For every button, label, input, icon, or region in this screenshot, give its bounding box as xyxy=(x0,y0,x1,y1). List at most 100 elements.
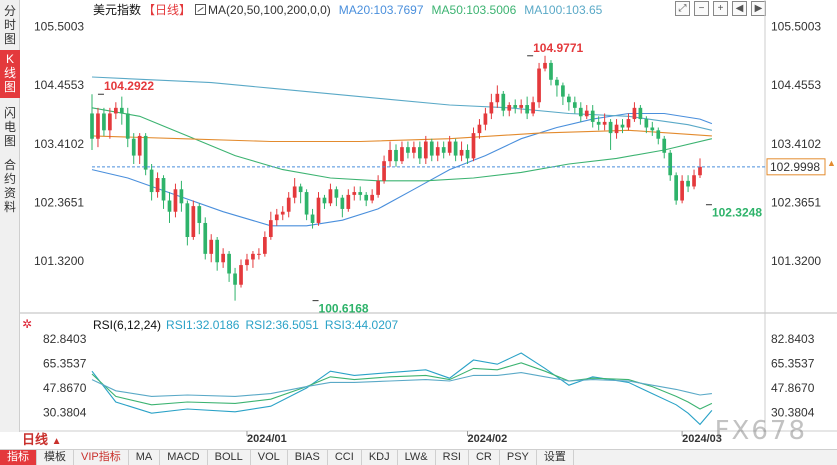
tab-char: 料 xyxy=(3,200,16,214)
candle-body xyxy=(143,135,148,170)
candle-body xyxy=(268,220,273,237)
candle-body xyxy=(179,189,184,204)
tab-flash-chart[interactable]: 闪 电 图 xyxy=(0,104,20,152)
candle-body xyxy=(125,113,130,139)
candle-body xyxy=(417,147,422,159)
candle-body xyxy=(543,62,547,69)
candle-body xyxy=(185,203,190,237)
rsi-settings-icon[interactable]: ✲ xyxy=(22,317,33,331)
indicator-tab-11[interactable]: RSI xyxy=(436,450,469,465)
candle-body xyxy=(161,178,166,201)
maximize-icon[interactable]: ⤢ xyxy=(675,1,690,16)
tab-char: 闪 xyxy=(3,106,16,120)
rsi1-line xyxy=(91,352,713,426)
rsi-tick-left: 65.3537 xyxy=(43,357,87,371)
price-tick-right: 103.4102 xyxy=(771,137,821,151)
candle-body xyxy=(239,265,243,285)
candle-body xyxy=(215,239,220,263)
candle-body xyxy=(632,107,637,120)
candle-body xyxy=(108,113,112,131)
candle-body xyxy=(394,149,398,162)
candle-body xyxy=(137,135,142,156)
candle-body xyxy=(304,192,309,215)
indicator-tab-12[interactable]: CR xyxy=(469,450,500,465)
rsi-tick-left: 30.3804 xyxy=(43,406,87,420)
indicator-tab-1[interactable]: 模板 xyxy=(37,450,74,465)
candle-body xyxy=(453,141,458,156)
period-dropdown[interactable]: 日线 ▲ xyxy=(22,432,62,448)
indicator-tab-5[interactable]: BOLL xyxy=(208,450,251,465)
tab-char: 合 xyxy=(3,158,16,172)
indicator-settings-icon[interactable] xyxy=(195,4,207,15)
rsi-legend: RSI(6,12,24) RSI1:32.0186 RSI2:36.5051 RSI3… xyxy=(93,318,398,332)
candle-body xyxy=(650,127,655,131)
tab-kline[interactable]: K 线 图 xyxy=(0,50,20,98)
plus-icon[interactable]: + xyxy=(713,1,728,16)
candle-body xyxy=(507,105,512,111)
candle-body xyxy=(131,138,136,156)
candle-body xyxy=(400,147,404,162)
move-right-icon[interactable]: ▶ xyxy=(751,1,766,16)
candle-body xyxy=(596,121,601,125)
tab-char: 时 xyxy=(3,18,16,32)
candle-body xyxy=(388,149,392,162)
indicator-tab-2[interactable]: VIP指标 xyxy=(74,450,129,465)
rsi-tick-right: 47.8670 xyxy=(771,381,815,395)
candle-body xyxy=(471,133,476,159)
tab-char: 分 xyxy=(3,4,16,18)
indicator-tab-3[interactable]: MA xyxy=(129,450,161,465)
ma50-value: MA50:103.5006 xyxy=(431,3,517,17)
candle-body xyxy=(477,124,482,134)
candle-body xyxy=(584,110,589,117)
indicator-tab-14[interactable]: 设置 xyxy=(537,450,574,465)
chart-canvas[interactable]: 105.5003 105.5003 104.4553 104.4553 103.4102… xyxy=(0,0,837,449)
rsi-name: RSI(6,12,24) xyxy=(93,318,162,332)
candle-body xyxy=(447,141,452,153)
candle-body xyxy=(90,113,94,139)
tab-contract-info[interactable]: 合 约 资 料 xyxy=(0,156,20,216)
candle-body xyxy=(614,124,619,134)
candle-body xyxy=(167,200,172,212)
indicator-tab-0[interactable]: 指标 xyxy=(0,450,37,465)
candle-body xyxy=(537,68,541,103)
candle-body xyxy=(197,206,202,223)
price-tick-left: 101.3200 xyxy=(34,254,84,268)
candle-body xyxy=(376,180,380,195)
indicator-tab-4[interactable]: MACD xyxy=(160,450,208,465)
candle-body xyxy=(495,93,500,103)
candle-body xyxy=(155,178,160,193)
candle-body xyxy=(173,189,178,212)
last-price-arrow-icon: ▲ xyxy=(827,158,836,168)
indicator-tab-7[interactable]: BIAS xyxy=(288,450,328,465)
rsi-tick-left: 47.8670 xyxy=(43,381,87,395)
indicator-tab-6[interactable]: VOL xyxy=(251,450,288,465)
candle-body xyxy=(203,222,208,254)
tab-char: K xyxy=(5,52,14,66)
candle-body xyxy=(501,93,506,111)
candle-body xyxy=(263,237,267,254)
candle-body xyxy=(358,192,363,195)
candle-body xyxy=(626,119,631,128)
rsi2-value: RSI2:36.5051 xyxy=(245,318,319,332)
candle-body xyxy=(227,253,231,274)
rsi1-value: RSI1:32.0186 xyxy=(166,318,240,332)
candle-body xyxy=(233,273,237,285)
indicator-tab-10[interactable]: LW& xyxy=(398,450,436,465)
minus-icon[interactable]: − xyxy=(694,1,709,16)
indicator-tab-13[interactable]: PSY xyxy=(500,450,537,465)
period-label[interactable]: 【日线】 xyxy=(143,3,192,17)
candle-body xyxy=(692,175,696,187)
indicator-tab-8[interactable]: CCI xyxy=(328,450,362,465)
price-tick-left: 105.5003 xyxy=(34,19,84,33)
candle-body xyxy=(608,121,613,134)
candle-body xyxy=(567,96,571,103)
candle-body xyxy=(590,110,595,122)
price-tick-left: 103.4102 xyxy=(34,137,84,151)
indicator-tab-9[interactable]: KDJ xyxy=(362,450,398,465)
candle-body xyxy=(352,192,357,195)
date-tick-label: 2024/02 xyxy=(468,433,508,445)
rsi3-value: RSI3:44.0207 xyxy=(324,318,399,332)
rsi-tick-right: 30.3804 xyxy=(771,406,815,420)
move-left-icon[interactable]: ◀ xyxy=(732,1,747,16)
tab-timeshare[interactable]: 分 时 图 xyxy=(0,2,20,46)
